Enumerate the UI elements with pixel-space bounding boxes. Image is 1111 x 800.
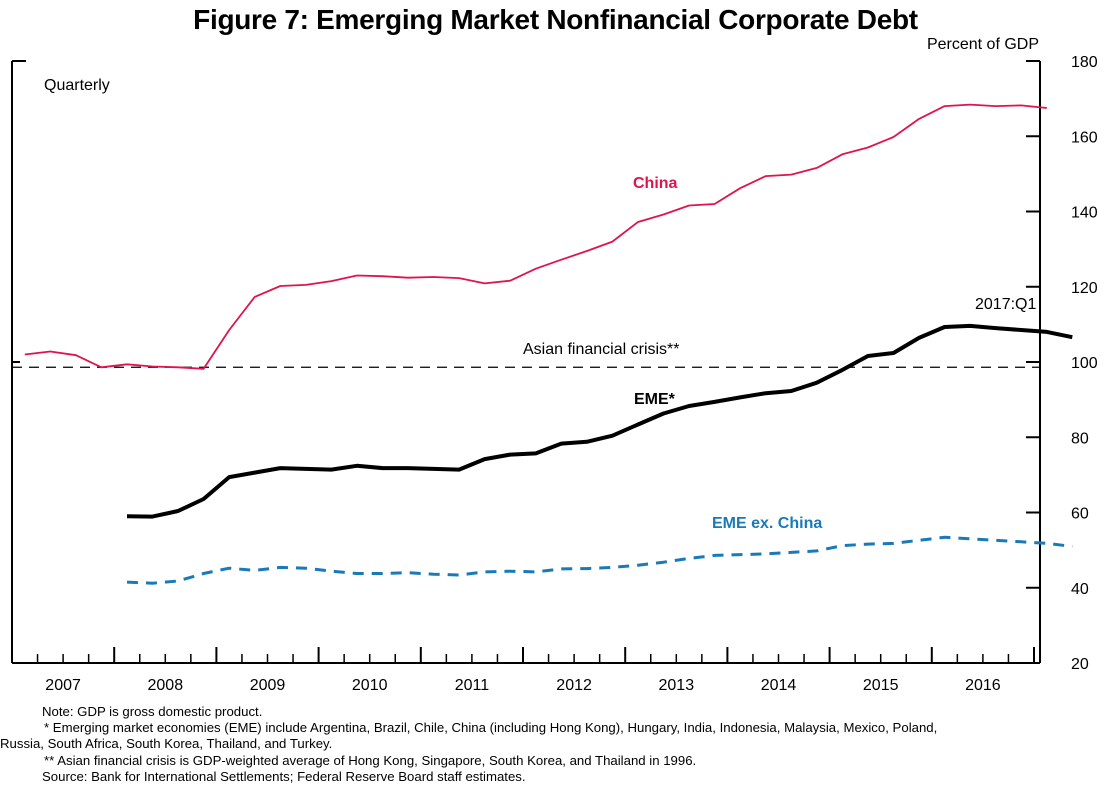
chart-title: Figure 7: Emerging Market Nonfinancial C… xyxy=(193,4,918,35)
note-eme-definition: * Emerging market economies (EME) includ… xyxy=(44,720,938,736)
frequency-label: Quarterly xyxy=(44,77,110,94)
y-tick-label: 60 xyxy=(1071,506,1089,523)
series-label-china: China xyxy=(633,175,678,192)
note-source: Source: Bank for International Settlemen… xyxy=(42,768,526,784)
note-eme-definition-cont: Russia, South Africa, South Korea, Thail… xyxy=(0,736,333,752)
x-tick-label: 2007 xyxy=(45,677,81,694)
y-axis-ticks: 20 40 60 80 100 120 140 160 180 xyxy=(12,54,1098,673)
x-tick-label: 2013 xyxy=(659,677,695,694)
x-tick-label: 2010 xyxy=(352,677,388,694)
y-tick-label: 20 xyxy=(1071,656,1089,673)
x-tick-label: 2009 xyxy=(250,677,286,694)
series-line-eme-ex-china xyxy=(126,535,1073,585)
series-line-china xyxy=(24,103,1047,370)
x-axis-ticks: 2007 2008 2009 2010 2011 2012 2013 2014 2015 2016 xyxy=(36,647,1035,694)
y-tick-label: 180 xyxy=(1071,54,1098,71)
y-tick-label: 160 xyxy=(1071,129,1098,146)
x-tick-label: 2012 xyxy=(556,677,592,694)
x-tick-label: 2011 xyxy=(455,677,490,694)
series-label-eme: EME* xyxy=(634,391,676,408)
note-gdp: Note: GDP is gross domestic product. xyxy=(42,704,263,719)
note-asian-crisis-definition: ** Asian financial crisis is GDP-weighte… xyxy=(44,752,697,768)
y-tick-label: 140 xyxy=(1071,205,1098,222)
series-group xyxy=(24,103,1073,585)
y-tick-label: 80 xyxy=(1071,430,1089,447)
end-date-annotation: 2017:Q1 xyxy=(975,296,1036,313)
y-tick-label: 100 xyxy=(1071,355,1098,372)
chart-plot: 2007 2008 2009 2010 2011 2012 2013 2014 2015 2016… xyxy=(11,54,1098,694)
x-tick-label: 2016 xyxy=(965,677,1001,694)
x-tick-label: 2008 xyxy=(148,677,184,694)
y-axis-unit-label: Percent of GDP xyxy=(926,36,1039,53)
x-tick-label: 2015 xyxy=(863,677,899,694)
y-tick-label: 40 xyxy=(1071,581,1089,598)
annotations: Quarterly Asian financial crisis** 2017:… xyxy=(44,77,1036,532)
series-label-eme-ex-china: EME ex. China xyxy=(712,515,822,532)
series-line-eme xyxy=(126,323,1073,519)
y-tick-label: 120 xyxy=(1071,280,1098,297)
chart-notes: Note: GDP is gross domestic product. * E… xyxy=(0,704,1100,785)
x-tick-label: 2014 xyxy=(761,677,797,694)
reference-line-label: Asian financial crisis** xyxy=(523,341,680,358)
